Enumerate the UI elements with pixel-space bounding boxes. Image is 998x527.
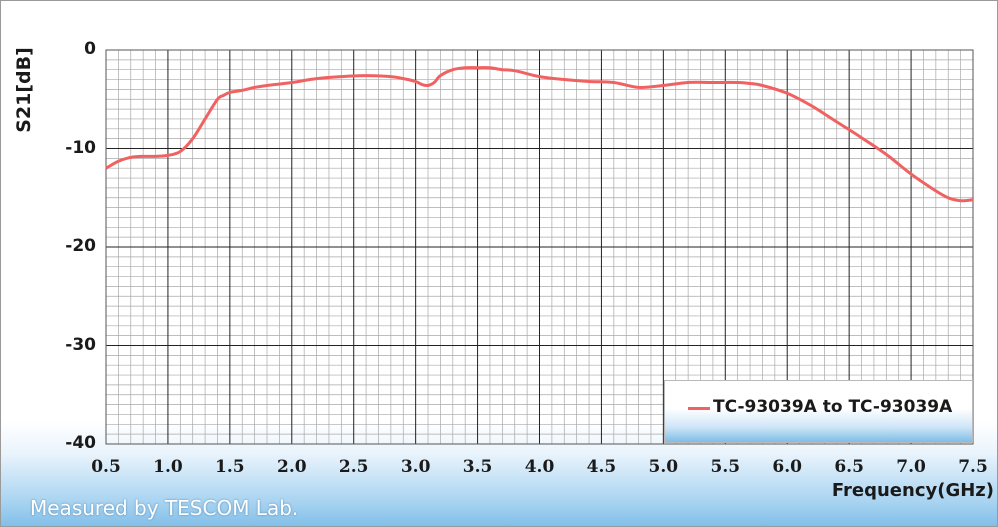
- x-tick-label: 2.0: [276, 457, 307, 477]
- x-tick-label: 5.5: [710, 457, 741, 477]
- x-tick-label: 4.0: [524, 457, 555, 477]
- legend-label: TC-93039A to TC-93039A: [713, 397, 953, 417]
- x-tick-label: 3.5: [462, 457, 493, 477]
- legend: TC-93039A to TC-93039A: [664, 380, 973, 443]
- y-tick-label: -30: [65, 334, 96, 355]
- legend-swatch: [688, 407, 710, 410]
- x-axis-label: Frequency(GHz): [831, 480, 994, 501]
- series-layer: [105, 66, 974, 203]
- x-tick-label: 1.0: [153, 457, 183, 477]
- y-axis-label: S21[dB]: [13, 47, 35, 133]
- plot-border: [105, 49, 974, 445]
- series-line: [105, 66, 974, 203]
- x-tick-label: 2.5: [338, 457, 369, 477]
- x-tick-label: 5.0: [648, 457, 679, 477]
- y-tick-label: -40: [65, 433, 96, 453]
- y-tick-label: -20: [65, 236, 96, 256]
- y-tick-label: 0: [84, 39, 96, 59]
- x-tick-label: 1.5: [215, 457, 245, 477]
- y-tick-label: -10: [65, 137, 96, 158]
- x-tick-label: 6.5: [834, 457, 864, 477]
- footer-note: Measured by TESCOM Lab.: [30, 496, 299, 520]
- major-grid: [106, 50, 973, 444]
- x-tick-label: 3.0: [400, 457, 431, 477]
- x-tick-label: 0.5: [91, 457, 121, 477]
- x-tick-label: 4.5: [586, 457, 617, 477]
- x-tick-label: 6.0: [772, 457, 802, 477]
- x-tick-label: 7.0: [896, 457, 926, 477]
- x-tick-label: 7.5: [958, 457, 988, 477]
